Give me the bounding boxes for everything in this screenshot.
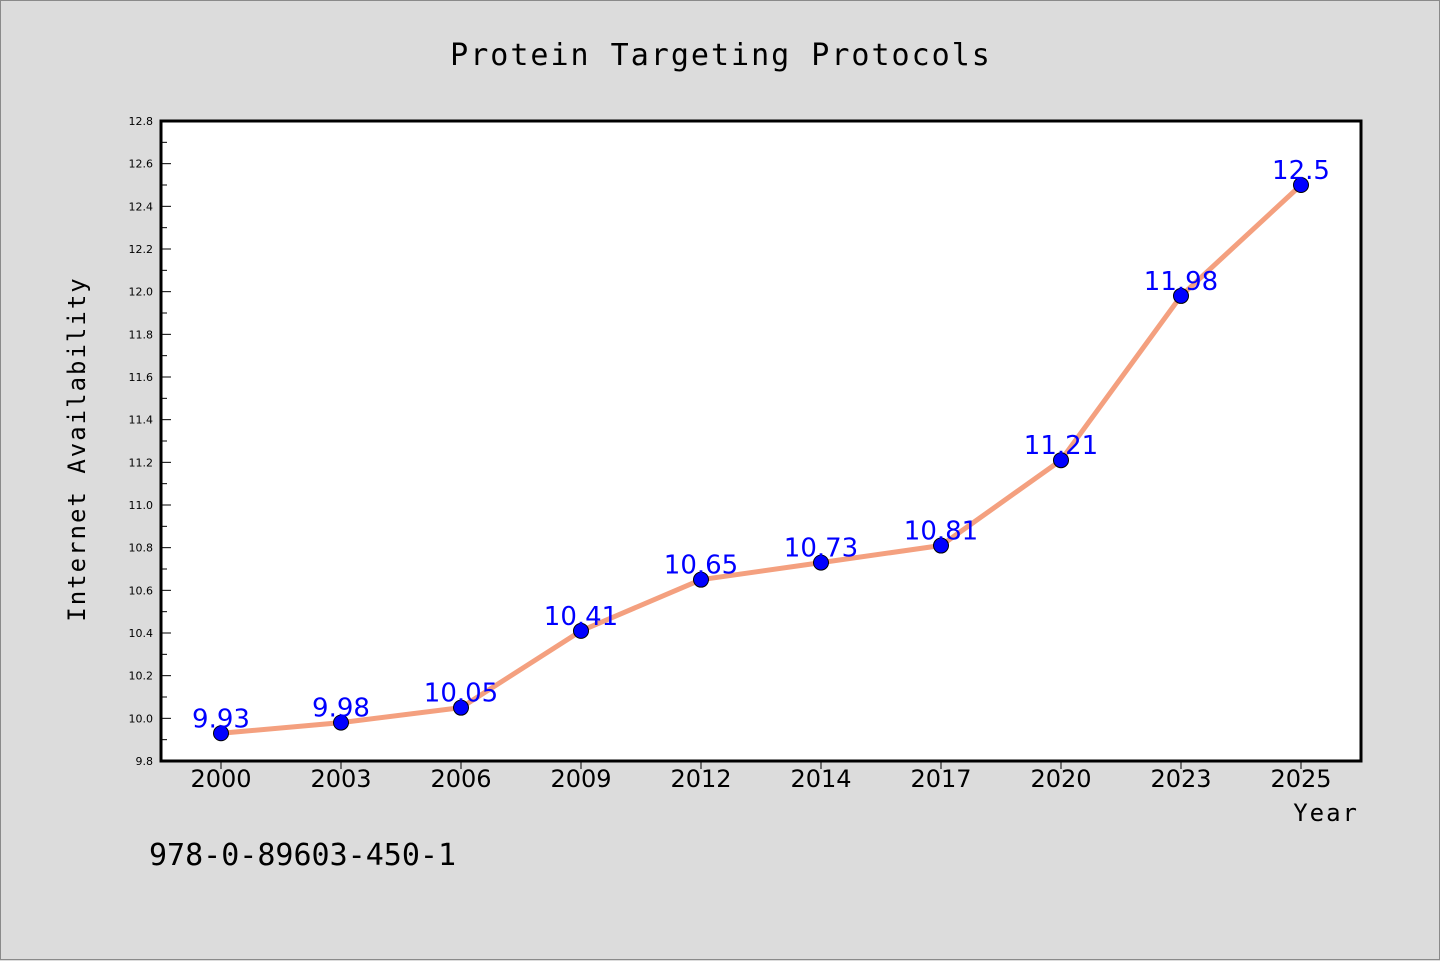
series-line-group	[213, 177, 1309, 742]
data-label: 10.41	[544, 602, 618, 632]
y-tick-label: 10.8	[129, 542, 154, 555]
y-tick-label: 12.8	[129, 115, 154, 128]
x-tick-label: 2014	[790, 765, 851, 793]
data-labels: 9.93 9.98 10.05 10.41 10.65 10.73 10.81 11.21 11…	[192, 156, 1330, 734]
y-tick-label: 12.2	[129, 243, 154, 256]
x-tick-label: 2012	[670, 765, 731, 793]
y-tick-label: 11.4	[129, 414, 154, 427]
data-point	[1053, 452, 1069, 469]
x-tick-label: 2003	[310, 765, 371, 793]
y-axis: 9.8 10.0 10.2 10.4 10.6 10.8 11.0 11.2 11.4 11.6 1…	[129, 115, 171, 768]
data-label: 10.05	[424, 679, 498, 709]
chart-title: Protein Targeting Protocols	[450, 38, 992, 73]
data-label: 10.73	[784, 534, 858, 564]
plot-area	[159, 119, 1363, 763]
series-line	[220, 183, 1303, 736]
y-tick-label: 10.2	[129, 670, 154, 683]
x-tick-label: 2023	[1150, 765, 1211, 793]
y-tick-label: 10.6	[129, 584, 154, 597]
y-tick-label: 12.6	[129, 158, 154, 171]
y-axis-label: Internet Availability	[63, 276, 91, 621]
x-tick-label: 2020	[1030, 765, 1091, 793]
x-tick-label: 2006	[430, 765, 491, 793]
data-label: 11.98	[1144, 267, 1218, 297]
data-point	[933, 537, 949, 554]
data-label: 12.5	[1272, 156, 1330, 186]
y-tick-label: 12.0	[129, 286, 154, 299]
y-tick-label: 10.4	[129, 627, 154, 640]
y-tick-label: 10.0	[129, 712, 154, 725]
data-label: 10.81	[904, 517, 978, 547]
data-label: 9.93	[192, 704, 250, 734]
y-tick-label: 9.8	[136, 755, 154, 768]
data-point	[333, 714, 349, 731]
data-point	[1293, 177, 1309, 193]
x-tick-label: 2000	[190, 765, 251, 793]
x-tick-label: 2017	[910, 765, 971, 793]
data-point	[693, 571, 709, 588]
data-label: 10.65	[664, 551, 738, 581]
x-tick-label: 2025	[1270, 765, 1331, 793]
y-tick-label: 11.0	[129, 499, 154, 512]
data-point	[1173, 287, 1189, 304]
x-axis-label: Year	[1293, 799, 1359, 827]
data-label: 11.21	[1024, 431, 1098, 461]
data-point	[813, 554, 829, 571]
x-axis: 2000 2003 2006 2009 2012 2014 2017 2020 2023 2025	[190, 761, 1332, 793]
x-tick-label: 2009	[550, 765, 611, 793]
data-point	[573, 622, 589, 639]
y-tick-label: 11.8	[129, 328, 154, 341]
footer-isbn: 978-0-89603-450-1	[149, 838, 456, 873]
y-tick-label: 11.2	[129, 456, 154, 469]
data-point	[453, 699, 469, 716]
y-tick-label: 12.4	[129, 200, 154, 213]
y-tick-label: 11.6	[129, 371, 154, 384]
data-label: 9.98	[312, 694, 370, 724]
data-point	[213, 725, 229, 742]
